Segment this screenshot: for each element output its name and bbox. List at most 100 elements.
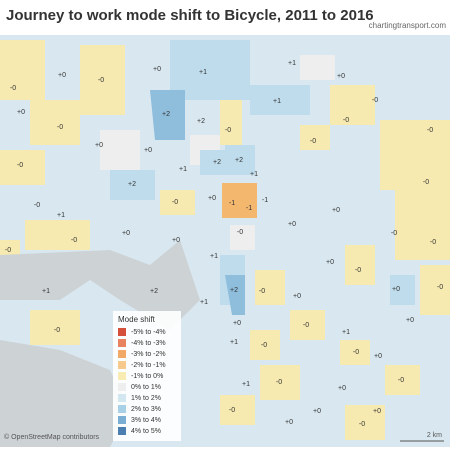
region-label: +1: [57, 212, 65, 219]
region-label: +0: [58, 72, 66, 79]
legend-swatch: [118, 372, 126, 380]
region-label: +0: [233, 320, 241, 327]
region-label: +0: [144, 147, 152, 154]
region-label: +0: [293, 293, 301, 300]
region-label: -0: [17, 162, 23, 169]
region-label: +2: [150, 288, 158, 295]
region-label: -0: [71, 237, 77, 244]
region-label: +2: [162, 111, 170, 118]
region-label: -0: [372, 97, 378, 104]
region-label: -1: [229, 200, 235, 207]
region-label: +0: [153, 66, 161, 73]
legend-swatch: [118, 427, 126, 435]
region-label: +1: [210, 253, 218, 260]
region-label: +0: [285, 419, 293, 426]
region-label: -0: [310, 138, 316, 145]
region-label: -0: [427, 127, 433, 134]
legend-label: 4% to 5%: [131, 428, 161, 435]
region-label: +0: [374, 353, 382, 360]
region-label: -0: [57, 124, 63, 131]
decline-areas: [0, 40, 450, 440]
legend-label: -4% to -3%: [131, 340, 166, 347]
legend-label: 1% to 2%: [131, 395, 161, 402]
region-label: +2: [128, 181, 136, 188]
region-label: +0: [122, 230, 130, 237]
region-label: +1: [250, 171, 258, 178]
region-label: -0: [261, 342, 267, 349]
region-label: -0: [54, 327, 60, 334]
region-label: -0: [237, 229, 243, 236]
region-label: -0: [172, 199, 178, 206]
legend-swatch: [118, 383, 126, 391]
region-label: -0: [391, 230, 397, 237]
region-label: +0: [337, 73, 345, 80]
region-label: +1: [273, 98, 281, 105]
region-label: -0: [398, 377, 404, 384]
scale-label: 2 km: [427, 432, 442, 439]
region-label: -0: [5, 247, 11, 254]
region-label: -1: [262, 197, 268, 204]
region-label: -0: [359, 421, 365, 428]
legend-swatch: [118, 339, 126, 347]
legend-label: 2% to 3%: [131, 406, 161, 413]
region-label: -0: [229, 407, 235, 414]
legend-title: Mode shift: [118, 315, 156, 324]
region-label: +1: [242, 381, 250, 388]
region-label: +0: [326, 259, 334, 266]
region-label: +2: [230, 287, 238, 294]
bay: [0, 340, 130, 447]
legend-label: -1% to 0%: [131, 373, 163, 380]
region-label: +0: [313, 408, 321, 415]
region-label: +0: [406, 317, 414, 324]
legend-swatch: [118, 361, 126, 369]
region-label: +1: [288, 60, 296, 67]
title: Journey to work mode shift to Bicycle, 2…: [6, 7, 374, 24]
region-label: -0: [353, 349, 359, 356]
region-label: +0: [373, 408, 381, 415]
source: chartingtransport.com: [369, 21, 447, 30]
region-label: -0: [34, 202, 40, 209]
region-label: -0: [225, 127, 231, 134]
region-label: +0: [288, 221, 296, 228]
region-label: +0: [17, 109, 25, 116]
decline-core: [222, 183, 257, 218]
region-label: +0: [392, 286, 400, 293]
region-label: -0: [276, 379, 282, 386]
growth-areas: [110, 40, 415, 305]
region-label: -0: [259, 288, 265, 295]
region-label: -0: [343, 117, 349, 124]
region-label: +0: [208, 195, 216, 202]
region-label: +1: [42, 288, 50, 295]
region-label: +1: [342, 329, 350, 336]
region-label: -0: [423, 179, 429, 186]
region-label: -0: [303, 322, 309, 329]
high-growth: [225, 275, 245, 315]
region-label: -0: [437, 284, 443, 291]
legend-label: -2% to -1%: [131, 362, 166, 369]
legend-swatch: [118, 394, 126, 402]
high-growth: [150, 90, 185, 140]
water: [0, 240, 200, 330]
attribution: © OpenStreetMap contributors: [4, 433, 100, 441]
legend-label: 0% to 1%: [131, 384, 161, 391]
region-label: +1: [200, 299, 208, 306]
region-label: +0: [95, 142, 103, 149]
region-label: -0: [430, 239, 436, 246]
legend: Mode shift -5% to -4% -4% to -3% -3% to -2…: [113, 311, 181, 441]
region-label: -0: [10, 85, 16, 92]
region-label: -1: [246, 205, 252, 212]
region-label: +2: [235, 157, 243, 164]
legend-label: -5% to -4%: [131, 329, 166, 336]
legend-swatch: [118, 405, 126, 413]
map: +0 +0 +1 +1 +0 -0 -0 +0 +2 +2 +1 -0 -0 -0 +0 -0 -0 +2 +2 +1…: [0, 35, 450, 447]
region-label: +1: [179, 166, 187, 173]
legend-swatch: [118, 416, 126, 424]
region-label: +1: [230, 339, 238, 346]
region-label: +2: [197, 118, 205, 125]
legend-swatch: [118, 328, 126, 336]
region-label: +1: [199, 69, 207, 76]
region-label: +0: [172, 237, 180, 244]
region-label: +0: [332, 207, 340, 214]
legend-label: -3% to -2%: [131, 351, 166, 358]
